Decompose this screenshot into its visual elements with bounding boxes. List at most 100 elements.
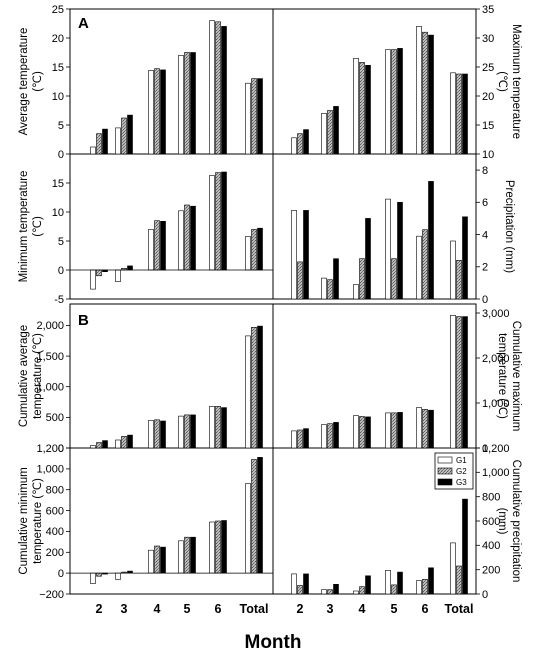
legend-swatch-g3 [437,478,453,486]
bar-min_temp-g1-6 [209,175,215,271]
bar-cum_avg_temp-g2-total [251,326,257,449]
bar-cum_min_temp-g2-total [251,459,257,574]
y-axis-title-line-min_temp-0: Minimum temperature [18,171,30,283]
y-tick-label-min_temp-3: 10 [52,207,64,219]
y-axis-title-line-max_temp-1: (℃) [496,71,508,92]
bar-cum_max_temp-g1-6 [416,407,422,449]
bar-cum_max_temp-g2-2 [297,429,303,449]
y-tick-label-cum_precip-3: 600 [482,516,500,528]
bar-cum_min_temp-g1-2 [90,572,96,584]
bar-min_temp-g3-4 [160,221,166,271]
bar-cum_avg_temp-g1-4 [148,420,154,449]
bar-avg_temp-g1-3 [115,127,121,155]
y-tick-label-cum_min_temp-1: 0 [58,568,64,580]
bar-max_temp-g3-5 [397,48,403,155]
bar-cum_precip-g2-6 [422,579,428,595]
bar-precipitation-g1-5 [385,198,391,300]
bar-cum_max_temp-g3-3 [333,422,339,449]
bar-min_temp-g3-3 [127,265,133,271]
bar-max_temp-g3-2 [303,129,309,155]
bar-cum_precip-g1-4 [353,590,359,595]
bar-max_temp-g3-4 [365,65,371,155]
x-axis-title: Month [245,632,302,653]
bar-cum_avg_temp-g1-3 [115,439,121,449]
bar-min_temp-g3-5 [190,205,196,271]
legend-swatch-g2 [437,467,453,475]
bar-max_temp-g1-2 [291,137,297,155]
bar-cum_precip-g3-6 [428,567,434,595]
bar-cum_avg_temp-g3-3 [127,434,133,449]
y-tick-label-avg_temp-1: 5 [58,120,64,132]
y-axis-title-line-cum_precip-0: Cumulative precipitation [510,460,522,583]
y-tick-label-max_temp-2: 20 [482,91,494,103]
bar-precipitation-g3-3 [333,258,339,300]
bar-cum_min_temp-g2-4 [154,545,160,574]
y-tick-label-cum_avg_temp-0: 0 [58,443,64,455]
x-tick-feb: 2 [96,602,103,616]
x-tick-apr: 4 [154,602,161,616]
bar-precipitation-g2-6 [422,229,428,300]
bar-cum_precip-g2-3 [327,589,333,595]
bar-min_temp-g2-4 [154,220,160,271]
bar-max_temp-g1-5 [385,49,391,155]
bar-avg_temp-g1-5 [178,55,184,155]
bar-cum_min_temp-g1-6 [209,521,215,574]
x-tick-total: Total [240,602,269,616]
y-tick-label-max_temp-4: 30 [482,33,494,45]
y-tick-label-cum_precip-4: 800 [482,492,500,504]
panel-frame-cum-min-temp [69,447,274,595]
bar-max_temp-g1-4 [353,57,359,155]
y-axis-title-line-cum_min_temp-0: Cumulative minimum [18,467,30,574]
y-tick-label-cum_min_temp-7: 1,200 [36,443,64,455]
y-tick-label-max_temp-0: 10 [482,149,494,161]
bar-cum_min_temp-g1-5 [178,540,184,574]
bar-cum_max_temp-g3-2 [303,428,309,449]
bar-avg_temp-g3-6 [221,26,227,155]
bar-avg_temp-g2-6 [215,21,221,155]
bar-min_temp-g2-5 [184,204,190,271]
y-tick-label-cum_precip-1: 200 [482,565,500,577]
bar-avg_temp-g1-2 [90,146,96,155]
bar-cum_avg_temp-g1-total [245,335,251,449]
y-tick-label-max_temp-1: 15 [482,120,494,132]
bar-avg_temp-g2-4 [154,68,160,155]
y-tick-label-precipitation-1: 2 [482,262,488,274]
x-tick-mar: 3 [121,602,128,616]
y-axis-title-line-cum_max_temp-1: temperature (℃) [496,333,508,419]
y-tick-label-avg_temp-4: 20 [52,33,64,45]
bar-precipitation-g3-5 [397,202,403,300]
bar-cum_min_temp-g3-4 [160,546,166,574]
x-tick-apr-right: 4 [359,602,366,616]
bar-avg_temp-g2-total [251,78,257,155]
bar-avg_temp-g1-total [245,82,251,155]
y-axis-title-line-avg_temp-0: Average temperature [18,28,30,136]
y-tick-label-avg_temp-2: 10 [52,91,64,103]
bar-cum_avg_temp-g3-5 [190,414,196,449]
bar-avg_temp-g2-3 [121,117,127,155]
bar-min_temp-g1-2 [90,269,96,290]
y-axis-title-line-cum_avg_temp-0: Cumulative average [18,325,30,427]
y-axis-title-max_temp: Maximum temperature(℃) [496,24,522,139]
y-tick-label-cum_max_temp-0: 0 [482,443,488,455]
bar-min_temp-g1-total [245,236,251,271]
bar-precipitation-g1-total [450,240,456,300]
y-tick-label-cum_precip-2: 400 [482,540,500,552]
bar-cum_precip-g3-4 [365,575,371,595]
y-tick-label-cum_min_temp-4: 600 [46,505,64,517]
y-axis-title-line-precipitation-0: Precipitation (mm) [503,180,515,273]
y-axis-title-line-cum_avg_temp-1: temperature (℃) [32,333,44,419]
y-axis-title-min_temp: Minimum temperature (℃) [18,171,44,283]
bar-avg_temp-g3-total [257,78,263,155]
bar-cum_min_temp-g1-3 [115,572,121,580]
bar-cum_precip-g3-2 [303,573,309,595]
y-tick-label-min_temp-0: -5 [54,294,64,306]
y-tick-label-cum_min_temp-5: 800 [46,485,64,497]
legend-swatch-g1 [437,456,453,464]
y-axis-title-line-cum_min_temp-1: temperature (℃) [32,478,44,564]
bar-precipitation-g1-2 [291,210,297,300]
bar-precipitation-g2-2 [297,261,303,300]
panel-letter-b: B [78,312,89,329]
bar-cum_precip-g3-5 [397,571,403,595]
bar-cum_max_temp-g3-6 [428,409,434,449]
panel-frame-cum-avg-temp [69,303,274,449]
